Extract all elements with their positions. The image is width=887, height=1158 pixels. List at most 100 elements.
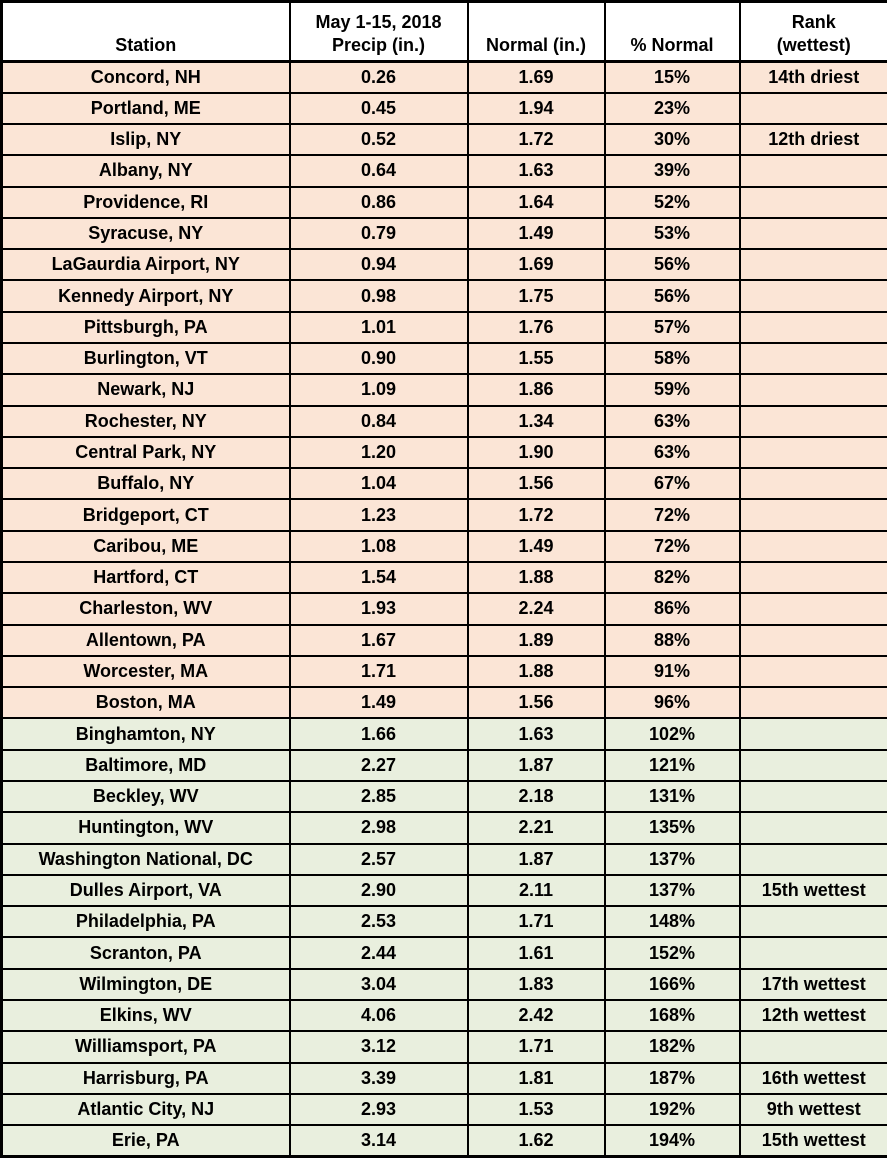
pct-normal-cell: 121% — [603, 748, 741, 782]
table-row: Philadelphia, PA 2.53 1.71 148% — [0, 905, 887, 939]
rank-cell — [738, 748, 887, 782]
table-row: Allentown, PA 1.67 1.89 88% — [0, 623, 887, 657]
normal-cell: 1.81 — [466, 1061, 606, 1095]
table-row: Baltimore, MD 2.27 1.87 121% — [0, 748, 887, 782]
normal-cell: 1.75 — [466, 279, 606, 313]
rank-cell — [738, 592, 887, 626]
table-row: Kennedy Airport, NY 0.98 1.75 56% — [0, 279, 887, 313]
pct-normal-cell: 135% — [603, 811, 741, 845]
pct-normal-cell: 56% — [603, 248, 741, 282]
normal-cell: 1.72 — [466, 498, 606, 532]
table-row: Huntington, WV 2.98 2.21 135% — [0, 811, 887, 845]
normal-cell: 1.90 — [466, 435, 606, 470]
table-row: Bridgeport, CT 1.23 1.72 72% — [0, 498, 887, 532]
precip-cell: 2.85 — [288, 779, 469, 814]
precip-cell: 0.52 — [288, 123, 469, 157]
station-cell: Providence, RI — [0, 185, 291, 219]
normal-cell: 1.83 — [466, 967, 606, 1001]
rank-cell — [738, 279, 887, 313]
table-row: Washington National, DC 2.57 1.87 137% — [0, 842, 887, 876]
precip-cell: 2.93 — [288, 1092, 469, 1127]
table-row: Hartford, CT 1.54 1.88 82% — [0, 560, 887, 595]
pct-normal-cell: 58% — [603, 342, 741, 376]
normal-cell: 1.56 — [466, 467, 606, 501]
pct-normal-cell: 192% — [603, 1092, 741, 1127]
pct-normal-cell: 53% — [603, 216, 741, 251]
pct-normal-cell: 82% — [603, 560, 741, 595]
rank-cell — [738, 216, 887, 251]
precip-cell: 2.27 — [288, 748, 469, 782]
table-row: Atlantic City, NJ 2.93 1.53 192% 9th wettest — [0, 1092, 887, 1127]
precip-cell: 2.98 — [288, 811, 469, 845]
precip-cell: 1.66 — [288, 717, 469, 751]
normal-cell: 1.53 — [466, 1092, 606, 1127]
precip-cell: 0.98 — [288, 279, 469, 313]
rank-cell — [738, 623, 887, 657]
table-header: Station May 1-15, 2018 Precip (in.) Norm… — [0, 0, 887, 63]
station-cell: Hartford, CT — [0, 560, 291, 595]
station-cell: Erie, PA — [0, 1124, 291, 1158]
precip-cell: 1.04 — [288, 467, 469, 501]
table-row: Harrisburg, PA 3.39 1.81 187% 16th wettest — [0, 1061, 887, 1095]
precip-cell: 0.26 — [288, 60, 469, 94]
precip-cell: 0.79 — [288, 216, 469, 251]
header-precip: May 1-15, 2018 Precip (in.) — [288, 0, 469, 63]
precip-cell: 0.84 — [288, 404, 469, 438]
header-precip-line2: Precip (in.) — [331, 34, 425, 55]
pct-normal-cell: 91% — [603, 654, 741, 689]
table-row: Newark, NJ 1.09 1.86 59% — [0, 373, 887, 407]
precip-cell: 0.86 — [288, 185, 469, 219]
pct-normal-cell: 187% — [603, 1061, 741, 1095]
header-rank: Rank (wettest) — [738, 0, 887, 63]
normal-cell: 1.69 — [466, 60, 606, 94]
pct-normal-cell: 86% — [603, 592, 741, 626]
station-cell: Buffalo, NY — [0, 467, 291, 501]
rank-cell: 9th wettest — [738, 1092, 887, 1127]
station-cell: Newark, NJ — [0, 373, 291, 407]
rank-cell — [738, 654, 887, 689]
normal-cell: 1.63 — [466, 154, 606, 188]
normal-cell: 2.42 — [466, 998, 606, 1033]
normal-cell: 1.86 — [466, 373, 606, 407]
normal-cell: 1.71 — [466, 905, 606, 939]
station-cell: Boston, MA — [0, 686, 291, 720]
table-row: Binghamton, NY 1.66 1.63 102% — [0, 717, 887, 751]
rank-cell — [738, 717, 887, 751]
pct-normal-cell: 137% — [603, 842, 741, 876]
rank-cell — [738, 373, 887, 407]
pct-normal-cell: 39% — [603, 154, 741, 188]
rank-cell — [738, 435, 887, 470]
table-row: Boston, MA 1.49 1.56 96% — [0, 686, 887, 720]
rank-cell — [738, 1030, 887, 1064]
normal-cell: 1.63 — [466, 717, 606, 751]
table-row: Albany, NY 0.64 1.63 39% — [0, 154, 887, 188]
pct-normal-cell: 30% — [603, 123, 741, 157]
pct-normal-cell: 23% — [603, 91, 741, 126]
normal-cell: 1.49 — [466, 216, 606, 251]
normal-cell: 1.94 — [466, 91, 606, 126]
station-cell: Pittsburgh, PA — [0, 310, 291, 345]
normal-cell: 2.18 — [466, 779, 606, 814]
rank-cell: 15th wettest — [738, 1124, 887, 1158]
station-cell: Central Park, NY — [0, 435, 291, 470]
precip-cell: 1.09 — [288, 373, 469, 407]
pct-normal-cell: 72% — [603, 529, 741, 564]
table-row: Wilmington, DE 3.04 1.83 166% 17th wettest — [0, 967, 887, 1001]
station-cell: Allentown, PA — [0, 623, 291, 657]
station-cell: LaGaurdia Airport, NY — [0, 248, 291, 282]
precip-cell: 3.39 — [288, 1061, 469, 1095]
table-row: Buffalo, NY 1.04 1.56 67% — [0, 467, 887, 501]
table-row: Portland, ME 0.45 1.94 23% — [0, 91, 887, 126]
rank-cell — [738, 686, 887, 720]
rank-cell — [738, 467, 887, 501]
station-cell: Harrisburg, PA — [0, 1061, 291, 1095]
table-row: Charleston, WV 1.93 2.24 86% — [0, 592, 887, 626]
table-row: Elkins, WV 4.06 2.42 168% 12th wettest — [0, 998, 887, 1033]
pct-normal-cell: 137% — [603, 873, 741, 908]
precip-cell: 1.08 — [288, 529, 469, 564]
precip-cell: 1.71 — [288, 654, 469, 689]
header-precip-line1: May 1-15, 2018 — [315, 11, 442, 32]
pct-normal-cell: 59% — [603, 373, 741, 407]
station-cell: Scranton, PA — [0, 936, 291, 970]
pct-normal-cell: 182% — [603, 1030, 741, 1064]
